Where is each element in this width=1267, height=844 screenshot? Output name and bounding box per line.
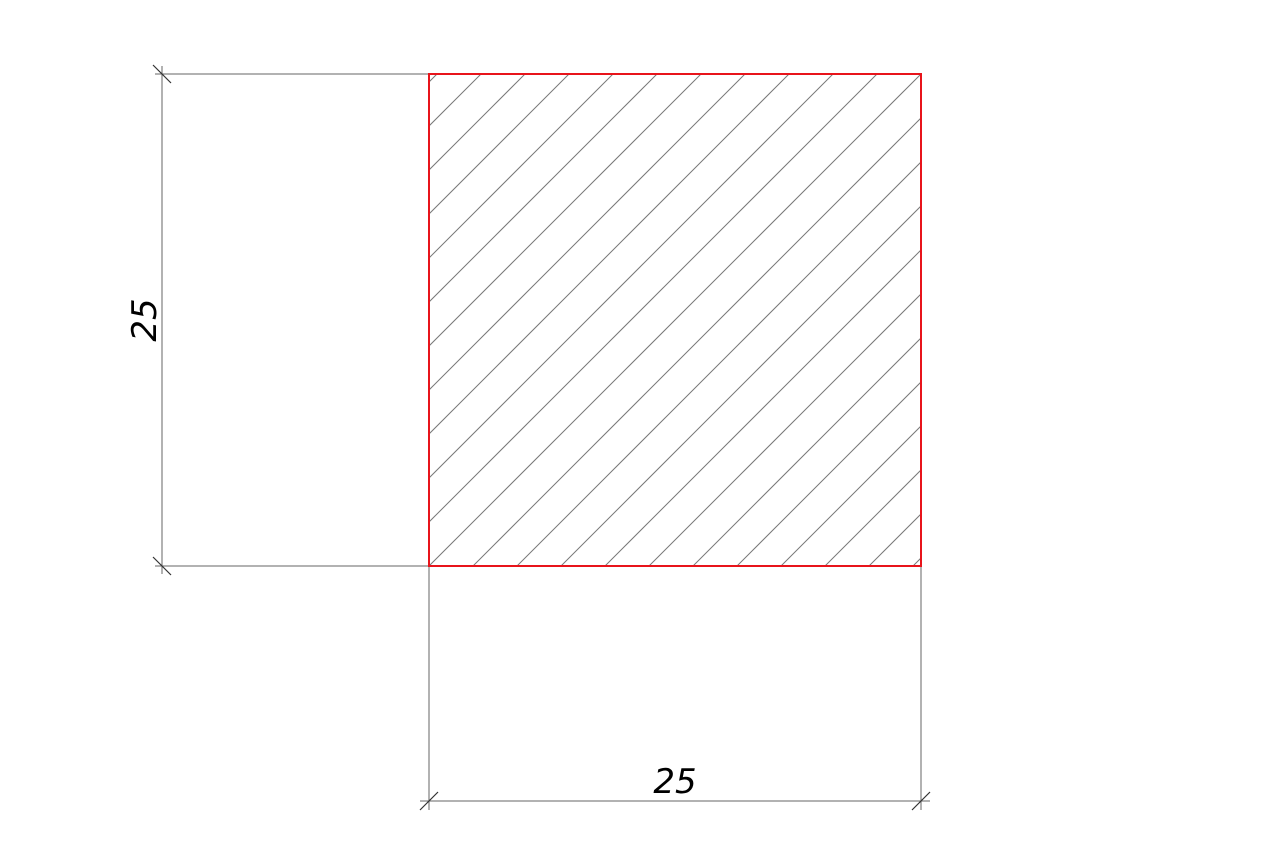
hatch-line	[203, 24, 795, 616]
hatch-line	[115, 24, 707, 616]
hatch-line	[0, 24, 575, 616]
hatch-line	[247, 24, 839, 616]
vertical-dim-label: 25	[125, 298, 165, 341]
hatch-line	[731, 24, 1267, 616]
hatch-line	[687, 24, 1267, 616]
hatch-line	[511, 24, 1103, 616]
hatch-line	[863, 24, 1267, 616]
hatch-line	[159, 24, 751, 616]
hatch-line	[775, 24, 1267, 616]
section-hatch	[0, 24, 1267, 616]
hatch-line	[291, 24, 883, 616]
horizontal-dim-label: 25	[653, 762, 696, 802]
hatch-line	[379, 24, 971, 616]
hatch-line	[643, 24, 1235, 616]
hatch-line	[27, 24, 619, 616]
hatch-line	[467, 24, 1059, 616]
hatch-line	[0, 24, 531, 616]
hatch-line	[0, 24, 487, 616]
hatch-line	[599, 24, 1191, 616]
hatch-line	[819, 24, 1267, 616]
hatch-line	[555, 24, 1147, 616]
hatch-line	[423, 24, 1015, 616]
hatch-line	[335, 24, 927, 616]
